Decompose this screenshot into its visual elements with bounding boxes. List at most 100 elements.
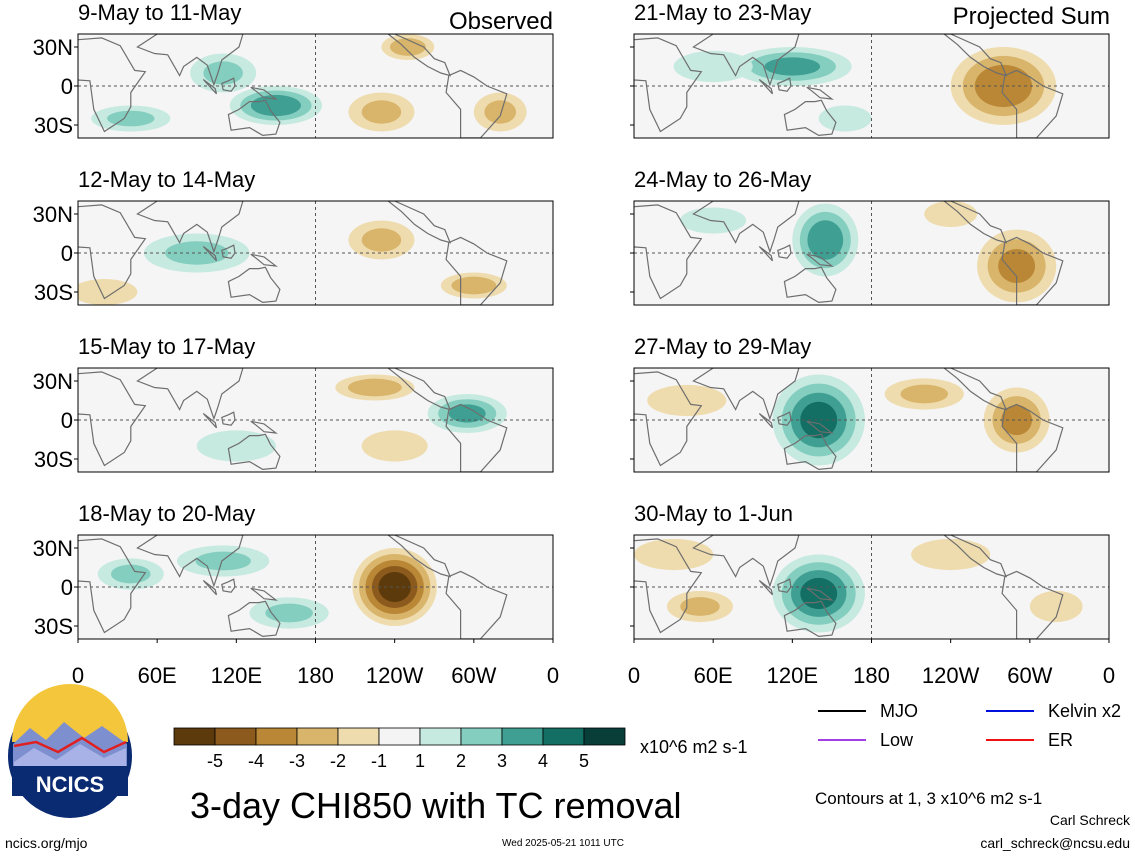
map-panel: 24-May to 26-May xyxy=(630,167,1110,306)
map-panel: 27-May to 29-May xyxy=(630,334,1110,473)
anomaly-region xyxy=(998,249,1036,283)
coastline xyxy=(221,77,236,92)
anomaly-region xyxy=(764,57,821,76)
anomaly-region xyxy=(451,276,497,295)
coastline xyxy=(1001,570,1064,639)
panel-date-label: 18-May to 20-May xyxy=(78,501,255,526)
legend-label: Low xyxy=(880,730,914,750)
anomaly-region xyxy=(389,38,426,56)
colorbar-label: 5 xyxy=(579,751,589,771)
longitude-tick-label: 60E xyxy=(138,663,177,688)
latitude-tick-label: 0 xyxy=(61,241,73,266)
latitude-tick-label: 30N xyxy=(33,536,73,561)
legend-label: MJO xyxy=(880,701,918,721)
coastline xyxy=(227,433,281,471)
coastline xyxy=(692,34,800,87)
coastline xyxy=(250,253,278,267)
anomaly-region xyxy=(265,603,313,623)
latitude-tick-label: 30N xyxy=(33,202,73,227)
longitude-tick-label: 0 xyxy=(628,663,640,688)
coastline xyxy=(78,538,147,634)
longitude-tick-label: 0 xyxy=(547,663,559,688)
coastline xyxy=(136,535,244,588)
coastline xyxy=(806,86,834,100)
coastline xyxy=(758,79,774,95)
anomaly-region xyxy=(361,100,402,124)
coastline xyxy=(445,570,508,639)
coastline xyxy=(227,99,281,137)
coastline xyxy=(250,587,278,601)
anomaly-region xyxy=(647,384,727,417)
coastline xyxy=(78,371,147,467)
colorbar-swatch xyxy=(255,727,298,746)
legend-label: ER xyxy=(1048,730,1073,750)
colorbar-swatch xyxy=(337,727,380,746)
anomaly-region xyxy=(807,220,844,260)
map-panel: 30-May to 1-Jun xyxy=(630,501,1110,643)
coastline xyxy=(78,37,147,133)
panel-date-label: 30-May to 1-Jun xyxy=(634,501,793,526)
colorbar-swatch xyxy=(542,727,585,746)
panel-date-label: 12-May to 14-May xyxy=(78,167,255,192)
latitude-tick-label: 30S xyxy=(34,280,73,305)
colorbar-label: -5 xyxy=(207,751,223,771)
anomaly-region xyxy=(634,538,714,571)
longitude-axis: 0 60E 120E 180 120W 60W 0 0 60E 120E 180 120W 60W 0 xyxy=(72,663,1115,688)
longitude-tick-label: 120E xyxy=(767,663,818,688)
anomaly-region xyxy=(484,100,517,124)
footer-email[interactable]: carl_schreck@ncsu.edu xyxy=(980,835,1130,851)
coastline xyxy=(1001,403,1064,472)
coastline xyxy=(136,34,244,87)
anomaly-region xyxy=(800,577,838,610)
colorbar: -5 -4 -3 -2 -1 1 2 3 4 5 xyxy=(173,727,626,771)
colorbar-units: x10^6 m2 s-1 xyxy=(640,737,748,757)
coastline xyxy=(777,411,792,426)
anomaly-region xyxy=(203,61,243,85)
coastline xyxy=(387,535,452,578)
coastline xyxy=(136,368,244,421)
coastline xyxy=(387,201,452,244)
latitude-tick-label: 30S xyxy=(34,614,73,639)
coastline xyxy=(806,253,834,267)
anomaly-region xyxy=(1029,590,1083,623)
ncics-logo[interactable]: NCICS xyxy=(8,684,132,818)
colorbar-swatch xyxy=(378,727,421,746)
coastline xyxy=(943,201,1008,244)
anomaly-region xyxy=(361,228,402,252)
coastline xyxy=(777,77,792,92)
coastline xyxy=(783,433,837,471)
longitude-tick-label: 0 xyxy=(72,663,84,688)
anomaly-region xyxy=(680,597,720,616)
anomaly-region xyxy=(818,105,872,132)
logo-text: NCICS xyxy=(36,772,104,797)
coastline xyxy=(806,420,834,434)
footer-timestamp: Wed 2025-05-21 1011 UTC xyxy=(502,838,624,849)
colorbar-label: 4 xyxy=(538,751,548,771)
footer-url[interactable]: ncics.org/mjo xyxy=(5,835,88,851)
contour-legend: MJO Kelvin x2 Low ER xyxy=(818,701,1121,750)
colorbar-label: 2 xyxy=(456,751,466,771)
coastline xyxy=(758,413,774,429)
colorbar-label: 3 xyxy=(497,751,507,771)
coastline xyxy=(943,34,1008,77)
coastline xyxy=(777,244,792,259)
colorbar-swatch xyxy=(296,727,339,746)
colorbar-swatch xyxy=(214,727,257,746)
longitude-tick-label: 60W xyxy=(1007,663,1052,688)
anomaly-region xyxy=(195,551,251,571)
coastline xyxy=(202,580,218,596)
coastline xyxy=(943,535,1008,578)
coastline xyxy=(221,578,236,593)
coastline xyxy=(387,368,452,411)
legend-label: Kelvin x2 xyxy=(1048,701,1121,721)
coastline xyxy=(1001,69,1064,138)
anomaly-region xyxy=(78,279,138,305)
latitude-tick-label: 0 xyxy=(61,408,73,433)
anomaly-region xyxy=(448,404,486,423)
latitude-tick-label: 30S xyxy=(34,447,73,472)
longitude-tick-label: 180 xyxy=(853,663,890,688)
coastline xyxy=(445,236,508,305)
anomaly-region xyxy=(673,50,753,83)
